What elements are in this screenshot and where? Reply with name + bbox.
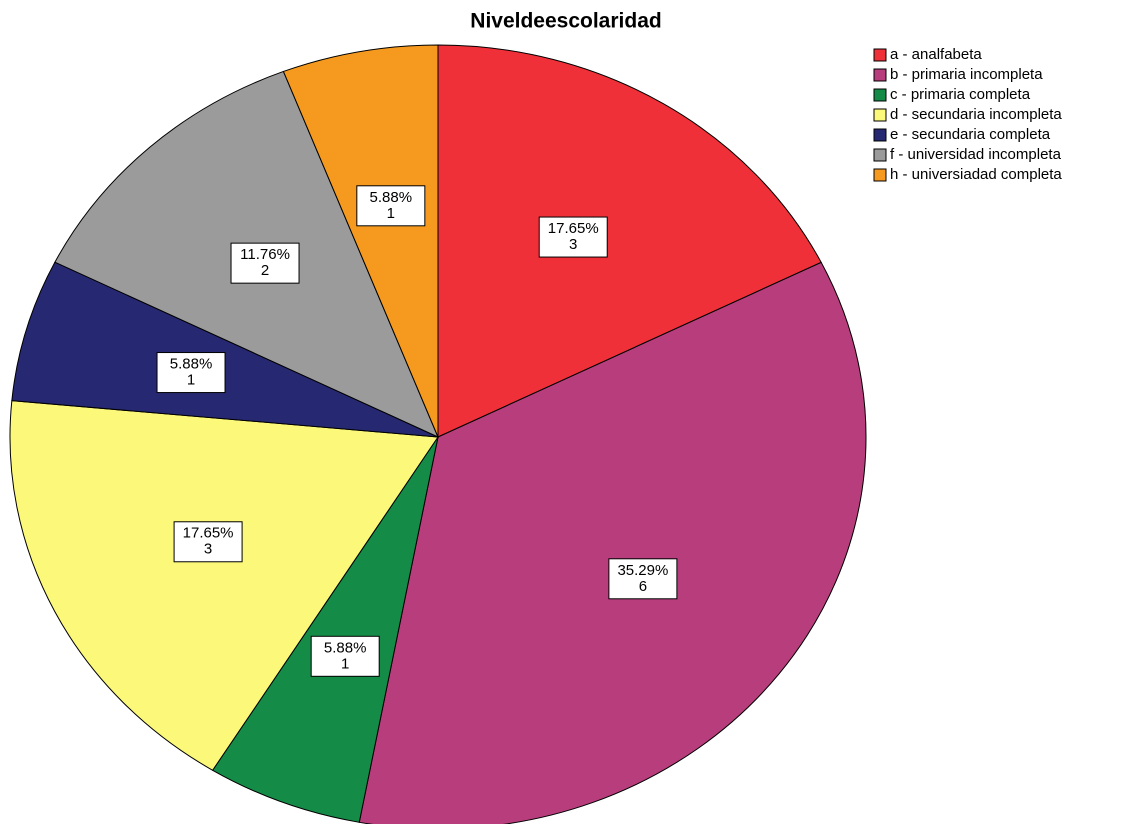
legend-label: f - universidad incompleta xyxy=(890,146,1062,163)
pie-slice xyxy=(211,436,439,823)
count-label: 3 xyxy=(204,541,212,558)
legend-label: c - primaria completa xyxy=(890,86,1031,103)
label-box xyxy=(538,216,608,258)
legend-label: e - secundaria completa xyxy=(890,126,1051,143)
legend-swatch xyxy=(873,128,887,142)
legend-swatch xyxy=(873,168,887,182)
pie-slice xyxy=(437,44,822,438)
value-label: 5.88% xyxy=(324,639,367,656)
legend-swatch xyxy=(873,68,887,82)
legend-label: h - universiadad completa xyxy=(890,166,1062,183)
legend-swatch xyxy=(873,48,887,62)
pie-slice xyxy=(358,261,867,824)
value-label: 17.65% xyxy=(548,220,599,237)
legend-swatch xyxy=(873,108,887,122)
label-box xyxy=(608,558,678,600)
pie-slice xyxy=(9,400,439,771)
label-box xyxy=(310,635,380,677)
label-box xyxy=(230,242,300,284)
pie-slice xyxy=(282,44,439,438)
legend-swatch xyxy=(873,88,887,102)
pie-slice xyxy=(11,261,439,438)
legend-label: d - secundaria incompleta xyxy=(890,106,1062,123)
count-label: 3 xyxy=(569,236,577,253)
count-label: 1 xyxy=(187,372,195,389)
count-label: 6 xyxy=(639,578,647,595)
chart-title: Niveldeescolaridad xyxy=(470,10,661,33)
label-box xyxy=(156,352,226,394)
value-label: 35.29% xyxy=(617,562,668,579)
legend-label: b - primaria incompleta xyxy=(890,66,1043,83)
count-label: 1 xyxy=(387,205,395,222)
legend-label: a - analfabeta xyxy=(890,46,982,63)
legend-swatch xyxy=(873,148,887,162)
value-label: 5.88% xyxy=(370,189,413,206)
value-label: 11.76% xyxy=(240,246,290,263)
value-label: 5.88% xyxy=(170,356,213,373)
label-box xyxy=(173,521,243,563)
count-label: 1 xyxy=(341,655,349,672)
value-label: 17.65% xyxy=(183,525,234,542)
label-box xyxy=(356,185,426,227)
count-label: 2 xyxy=(261,262,269,279)
